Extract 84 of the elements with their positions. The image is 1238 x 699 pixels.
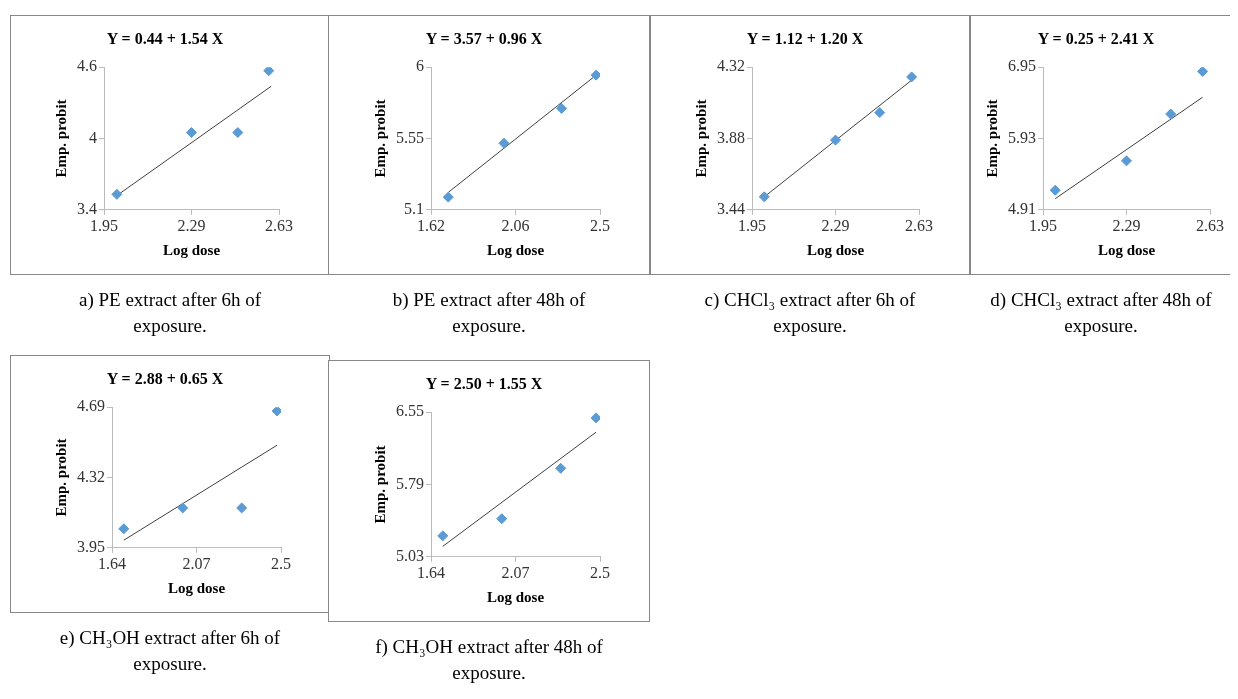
point (498, 137, 510, 149)
point (1121, 155, 1132, 167)
x-tick-label: 2.29 (1112, 216, 1141, 234)
y-axis-title: Emp. probit (692, 99, 709, 178)
x-tick-label: 2.07 (182, 554, 211, 572)
x-tick-label: 1.64 (98, 554, 126, 572)
point (874, 107, 886, 119)
y-axis-title: Emp. probit (52, 438, 69, 517)
x-axis-title: Log dose (162, 241, 221, 258)
x-tick-label: 1.95 (738, 216, 766, 234)
y-tick-label: 4.69 (77, 397, 105, 415)
x-tick-label: 2.63 (905, 216, 933, 234)
x-tick-label: 2.29 (177, 216, 206, 234)
y-tick-label: 4.6 (77, 57, 97, 75)
y-tick-label: 3.95 (77, 538, 105, 555)
point (1165, 108, 1177, 120)
point (111, 188, 123, 200)
x-axis-title: Log dose (806, 241, 865, 258)
point (232, 127, 244, 139)
y-axis-title: Emp. probit (371, 445, 388, 524)
point (758, 191, 770, 203)
x-tick-label: 2.07 (501, 563, 530, 581)
text: e) CH₃OH extract after 6h of exposure. (58, 626, 282, 676)
point (263, 67, 275, 77)
point (1049, 184, 1061, 196)
point (118, 523, 130, 535)
x-tick-label: 1.95 (90, 216, 118, 234)
y-tick-label: 5.1 (404, 200, 424, 217)
y-axis-title: Emp. probit (983, 99, 1000, 178)
y-tick-label: 5.03 (396, 547, 424, 564)
x-tick-label: 2.5 (590, 563, 610, 581)
y-tick-label: 4.91 (1008, 200, 1036, 217)
point (590, 69, 600, 81)
y-tick-label: 3.88 (717, 128, 745, 146)
point (555, 462, 567, 474)
chart-title: Y = 0.44 + 1.54 X (106, 29, 224, 47)
point (177, 502, 189, 514)
point (236, 502, 248, 514)
y-axis-title: Emp. probit (371, 99, 388, 178)
x-axis-title: Log dose (167, 579, 226, 596)
y-tick-label: 5.55 (396, 128, 424, 146)
y-tick-label: 3.44 (717, 200, 745, 217)
x-tick-label: 2.5 (590, 216, 610, 234)
point (1197, 67, 1209, 77)
x-tick-label: 1.64 (417, 563, 445, 581)
y-tick-label: 4.32 (717, 57, 745, 75)
y-tick-label: 3.4 (77, 200, 97, 217)
point (556, 102, 568, 114)
point (186, 127, 197, 139)
y-tick-label: 4.32 (77, 467, 105, 485)
y-axis-title: Emp. probit (52, 99, 69, 178)
x-axis-title: Log dose (486, 241, 545, 258)
text: c) CHCl₃ extract after 6h of exposure. (703, 288, 917, 338)
chart-title: Y = 1.12 + 1.20 X (746, 29, 864, 47)
x-tick-label: 1.95 (1029, 216, 1057, 234)
x-axis-title: Log dose (486, 588, 545, 605)
point (590, 412, 600, 424)
point (906, 71, 918, 83)
text: a) PE extract after 6h of exposure. (78, 288, 262, 338)
text: d) CHCl₃ extract after 48h of exposure. (989, 288, 1213, 338)
text: f) CH₃OH extract after 48h of exposure. (374, 635, 604, 685)
x-tick-label: 2.06 (501, 216, 530, 234)
y-tick-label: 5.79 (396, 474, 424, 492)
y-tick-label: 6 (416, 57, 424, 75)
chart-title: Y = 2.88 + 0.65 X (106, 369, 224, 387)
point (442, 191, 454, 203)
x-tick-label: 1.62 (417, 216, 445, 234)
point (830, 134, 841, 146)
x-tick-label: 2.63 (265, 216, 293, 234)
point (496, 513, 508, 525)
y-tick-label: 6.95 (1008, 57, 1036, 75)
x-tick-label: 2.29 (821, 216, 850, 234)
y-tick-label: 6.55 (396, 402, 424, 420)
y-tick-label: 4 (89, 128, 97, 146)
x-axis-title: Log dose (1097, 241, 1156, 258)
chart-title: Y = 0.25 + 2.41 X (1037, 29, 1155, 47)
text: b) PE extract after 48h of exposure. (391, 288, 587, 338)
x-tick-label: 2.63 (1196, 216, 1224, 234)
y-tick-label: 5.93 (1008, 128, 1036, 146)
x-tick-label: 2.5 (271, 554, 291, 572)
chart-title: Y = 3.57 + 0.96 X (425, 29, 543, 47)
point (437, 530, 449, 542)
point (271, 407, 281, 417)
chart-title: Y = 2.50 + 1.55 X (425, 374, 543, 392)
